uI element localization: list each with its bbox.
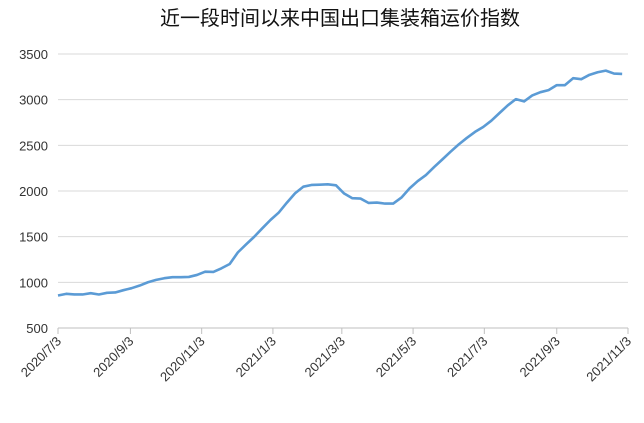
data-point xyxy=(228,263,231,266)
data-point xyxy=(73,293,76,296)
data-point xyxy=(466,137,469,140)
data-point xyxy=(425,174,428,177)
data-point xyxy=(106,292,109,295)
data-point xyxy=(130,287,133,290)
data-point xyxy=(376,201,379,204)
data-point xyxy=(98,293,101,296)
data-point xyxy=(220,267,223,270)
data-point xyxy=(188,276,191,279)
data-point xyxy=(335,184,338,187)
x-axis: 2020/7/3 2020/9/3 2020/11/3 2021/1/3 2021/3/… xyxy=(18,328,634,384)
x-tick-label: 2021/1/3 xyxy=(233,334,279,380)
data-point xyxy=(89,292,92,295)
data-point xyxy=(138,284,141,287)
x-tick-label: 2020/7/3 xyxy=(18,334,64,380)
x-tick-label: 2021/11/3 xyxy=(583,334,634,385)
data-point xyxy=(523,100,526,103)
y-tick-label: 500 xyxy=(26,321,48,336)
x-tick-label: 2021/3/3 xyxy=(302,334,348,380)
data-point xyxy=(81,293,84,296)
data-point xyxy=(245,243,248,246)
data-point xyxy=(580,78,583,81)
data-point xyxy=(212,271,215,274)
x-tick-label: 2020/11/3 xyxy=(157,334,208,385)
data-point xyxy=(506,104,509,107)
data-point xyxy=(572,77,575,80)
data-point xyxy=(596,71,599,74)
data-point xyxy=(253,235,256,238)
data-point xyxy=(547,89,550,92)
y-tick-label: 2000 xyxy=(19,184,48,199)
data-point xyxy=(179,276,182,279)
data-point xyxy=(310,184,313,187)
gridlines xyxy=(58,53,628,329)
data-point xyxy=(302,185,305,188)
series xyxy=(57,69,624,297)
data-point xyxy=(171,276,174,279)
data-point xyxy=(474,131,477,134)
data-point xyxy=(286,201,289,204)
data-point xyxy=(318,183,321,186)
data-point xyxy=(277,211,280,214)
x-tick-label: 2021/5/3 xyxy=(373,334,419,380)
data-point xyxy=(515,98,518,101)
data-point xyxy=(482,126,485,129)
data-point xyxy=(327,183,330,186)
data-point xyxy=(555,84,558,87)
data-point xyxy=(400,196,403,199)
data-point xyxy=(392,202,395,205)
data-point xyxy=(498,112,501,115)
data-point xyxy=(114,291,117,294)
data-point xyxy=(564,84,567,87)
data-point xyxy=(613,72,616,75)
x-tick-label: 2021/9/3 xyxy=(516,334,562,380)
data-point xyxy=(294,192,297,195)
data-point xyxy=(204,270,207,273)
data-point xyxy=(343,192,346,195)
data-point xyxy=(416,180,419,183)
data-point xyxy=(147,281,150,284)
y-tick-label: 2500 xyxy=(19,138,48,153)
x-tick-label: 2020/9/3 xyxy=(90,334,136,380)
data-point xyxy=(433,166,436,169)
data-point xyxy=(359,197,362,200)
x-tick-label: 2021/7/3 xyxy=(444,334,490,380)
data-point xyxy=(384,202,387,205)
data-point xyxy=(621,73,624,76)
data-point xyxy=(588,74,591,77)
y-tick-label: 3500 xyxy=(19,47,48,62)
data-point xyxy=(408,187,411,190)
data-point xyxy=(196,274,199,277)
data-point xyxy=(351,197,354,200)
y-tick-label: 3000 xyxy=(19,93,48,108)
data-point xyxy=(449,151,452,154)
data-point xyxy=(261,227,264,230)
data-point xyxy=(57,294,60,297)
y-tick-label: 1500 xyxy=(19,230,48,245)
data-point xyxy=(539,91,542,94)
y-tick-label: 1000 xyxy=(19,275,48,290)
data-point xyxy=(367,202,370,205)
data-point xyxy=(65,293,68,296)
data-point xyxy=(269,219,272,222)
data-point xyxy=(122,289,125,292)
data-point xyxy=(237,251,240,254)
data-point xyxy=(531,94,534,97)
data-point xyxy=(163,277,166,280)
series-line xyxy=(57,69,623,297)
data-point xyxy=(441,158,444,161)
y-axis: 500 1000 1500 2000 2500 3000 3500 xyxy=(19,47,48,336)
data-point xyxy=(605,69,608,72)
data-point xyxy=(490,119,493,122)
data-point xyxy=(155,279,158,282)
data-point xyxy=(457,143,460,146)
chart-title: 近一段时间以来中国出口集装箱运价指数 xyxy=(160,6,520,30)
